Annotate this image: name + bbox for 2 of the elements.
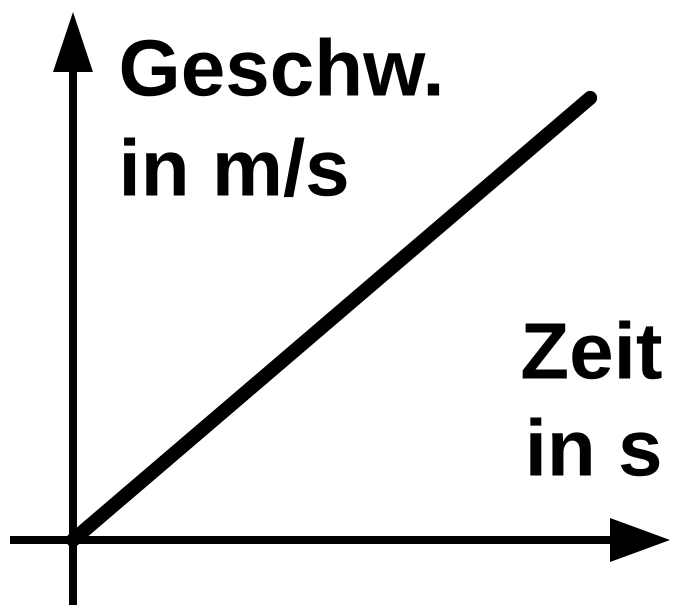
y-axis-title: Geschw. in m/s [118, 24, 445, 212]
x-axis-title: Zeit in s [520, 306, 662, 492]
